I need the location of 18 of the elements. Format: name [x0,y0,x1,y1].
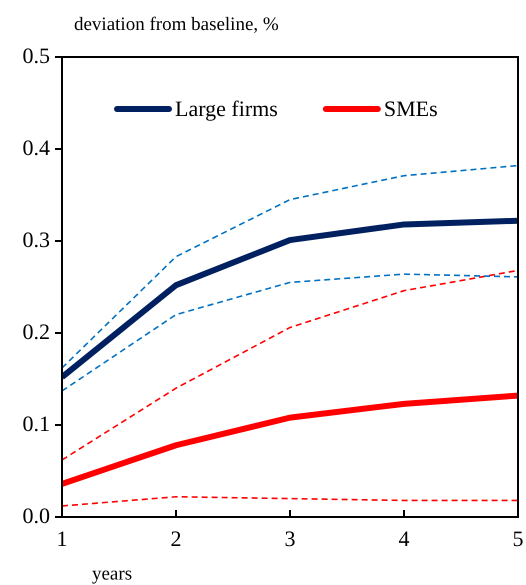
line-series [62,496,518,507]
y-axis-title: deviation from baseline, % [74,14,279,35]
y-tick-label: 0.2 [22,318,50,344]
x-tick-label: 2 [170,526,182,551]
y-tick-label: 0.3 [22,226,50,252]
legend-label: Large firms [175,96,278,121]
y-tick-label: 0.4 [22,134,50,160]
x-tick-label: 4 [398,526,410,551]
y-tick-label: 0.5 [22,42,50,68]
legend-label: SMEs [384,96,438,121]
x-tick-label: 1 [56,526,68,551]
line-series [62,164,518,369]
x-axis-title: years [92,563,132,584]
line-series [62,273,518,392]
x-tick-label: 3 [284,526,296,551]
x-tick-label: 5 [512,526,524,551]
y-tick-label: 0.0 [22,502,50,528]
y-tick-label: 0.1 [22,410,50,436]
